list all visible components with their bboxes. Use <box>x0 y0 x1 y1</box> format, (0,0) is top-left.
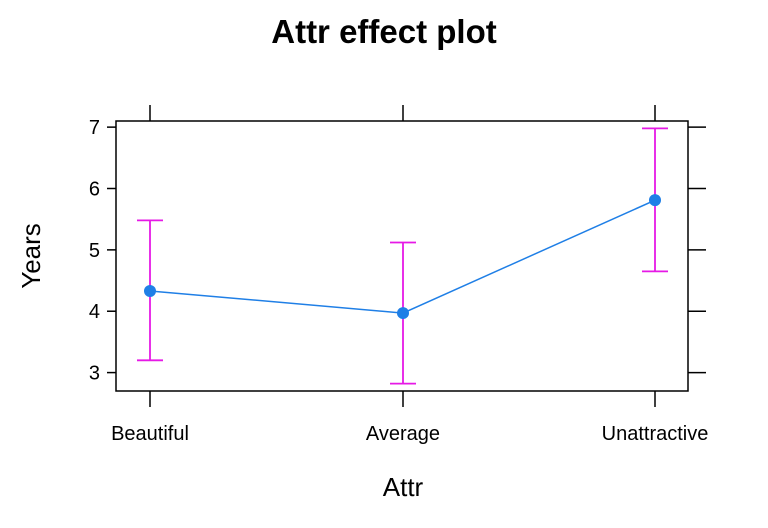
confidence-intervals <box>137 127 668 385</box>
y-tick-label: 7 <box>89 117 100 139</box>
x-tick-label: Unattractive <box>602 423 709 445</box>
y-axis-label: Years <box>16 223 46 289</box>
x-axis-label: Attr <box>383 472 424 502</box>
effect-points <box>144 194 661 320</box>
y-tick-labels: 3 4 5 6 7 <box>89 117 100 384</box>
data-point <box>649 194 661 207</box>
chart-title: Attr effect plot <box>271 13 497 50</box>
y-tick-label: 3 <box>89 363 100 385</box>
x-tick-label: Average <box>366 423 440 445</box>
axis-ticks <box>107 105 706 407</box>
y-tick-label: 4 <box>89 301 100 323</box>
x-tick-labels: Beautiful Average Unattractive <box>111 423 708 445</box>
x-tick-label: Beautiful <box>111 423 189 445</box>
data-point <box>144 284 156 297</box>
plot-frame <box>115 120 689 392</box>
data-point <box>397 307 409 320</box>
y-tick-label: 5 <box>89 240 100 262</box>
y-tick-label: 6 <box>89 179 100 201</box>
